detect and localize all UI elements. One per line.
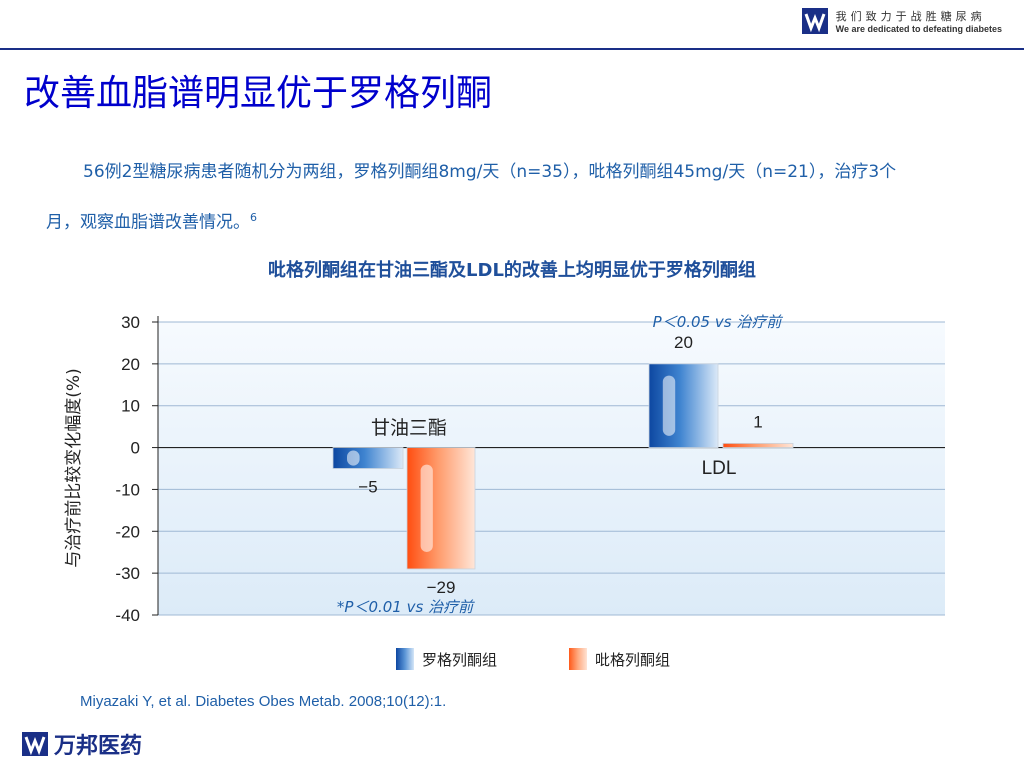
company-logo-icon bbox=[22, 732, 48, 756]
legend-item-pioglitazone: 吡格列酮组 bbox=[569, 648, 670, 670]
description-line-2: 月，观察血脂谱改善情况。6 bbox=[46, 195, 976, 246]
legend-label-rosiglitazone: 罗格列酮组 bbox=[422, 650, 498, 669]
slide-title: 改善血脂谱明显优于罗格列酮 bbox=[24, 73, 493, 114]
chart-title: 吡格列酮组在甘油三酯及LDL的改善上均明显优于罗格列酮组 bbox=[268, 260, 756, 281]
description-reference: 6 bbox=[250, 211, 257, 224]
y-tick-label: -40 bbox=[115, 606, 140, 625]
brand-slogan-en: We are dedicated to defeating diabetes bbox=[835, 24, 1002, 34]
y-axis-title: 与治疗前比较变化幅度(%) bbox=[64, 368, 84, 567]
bar-highlight bbox=[420, 464, 433, 552]
description-line-2-text: 月，观察血脂谱改善情况。 bbox=[46, 212, 250, 233]
bar-rosiglitazone-ldl bbox=[648, 363, 719, 448]
brand-logo-icon bbox=[801, 8, 828, 34]
bar-rosiglitazone-triglyceride bbox=[332, 447, 404, 469]
y-tick-label: 0 bbox=[131, 439, 140, 458]
data-label: −5 bbox=[358, 478, 377, 497]
y-tick-label: -20 bbox=[115, 522, 140, 541]
legend-swatch-blue bbox=[396, 648, 414, 670]
data-label: 20 bbox=[674, 333, 693, 352]
category-label-ldl: LDL bbox=[702, 458, 737, 479]
annotation-tg-significance: *P＜0.01 vs 治疗前 bbox=[337, 598, 475, 616]
company-name: 万邦医药 bbox=[54, 734, 143, 759]
y-tick-label: -10 bbox=[115, 480, 140, 499]
legend-item-rosiglitazone: 罗格列酮组 bbox=[396, 648, 497, 670]
slide-description: 56例2型糖尿病患者随机分为两组，罗格列酮组8mg/天（n=35），吡格列酮组4… bbox=[46, 150, 976, 246]
data-label: 1 bbox=[753, 412, 762, 431]
brand-slogan-cn: 我们致力于战胜糖尿病 bbox=[835, 10, 986, 23]
category-label-triglyceride: 甘油三酯 bbox=[371, 417, 447, 439]
description-line-1: 56例2型糖尿病患者随机分为两组，罗格列酮组8mg/天（n=35），吡格列酮组4… bbox=[83, 162, 897, 182]
legend-swatch-orange bbox=[569, 648, 588, 670]
chart-legend: 罗格列酮组 吡格列酮组 bbox=[396, 648, 742, 670]
y-tick-label: 30 bbox=[121, 313, 140, 332]
bar-highlight bbox=[347, 450, 360, 466]
plot-background bbox=[158, 322, 945, 615]
header-divider bbox=[0, 48, 1024, 50]
bar-highlight bbox=[662, 375, 676, 436]
bar-pioglitazone-ldl bbox=[722, 442, 794, 448]
data-label: −29 bbox=[427, 578, 456, 597]
citation: Miyazaki Y, et al. Diabetes Obes Metab. … bbox=[80, 693, 447, 710]
bar-pioglitazone-triglyceride bbox=[406, 447, 476, 570]
company-footer: 万邦医药 bbox=[22, 728, 142, 760]
y-tick-label: -30 bbox=[115, 564, 140, 583]
y-tick-label: 20 bbox=[121, 355, 140, 374]
y-tick-label: 10 bbox=[121, 397, 140, 416]
annotation-ldl-significance: P＜0.05 vs 治疗前 bbox=[653, 313, 784, 331]
brand-header: 我们致力于战胜糖尿病 We are dedicated to defeating… bbox=[801, 8, 1002, 34]
legend-label-pioglitazone: 吡格列酮组 bbox=[595, 650, 671, 669]
